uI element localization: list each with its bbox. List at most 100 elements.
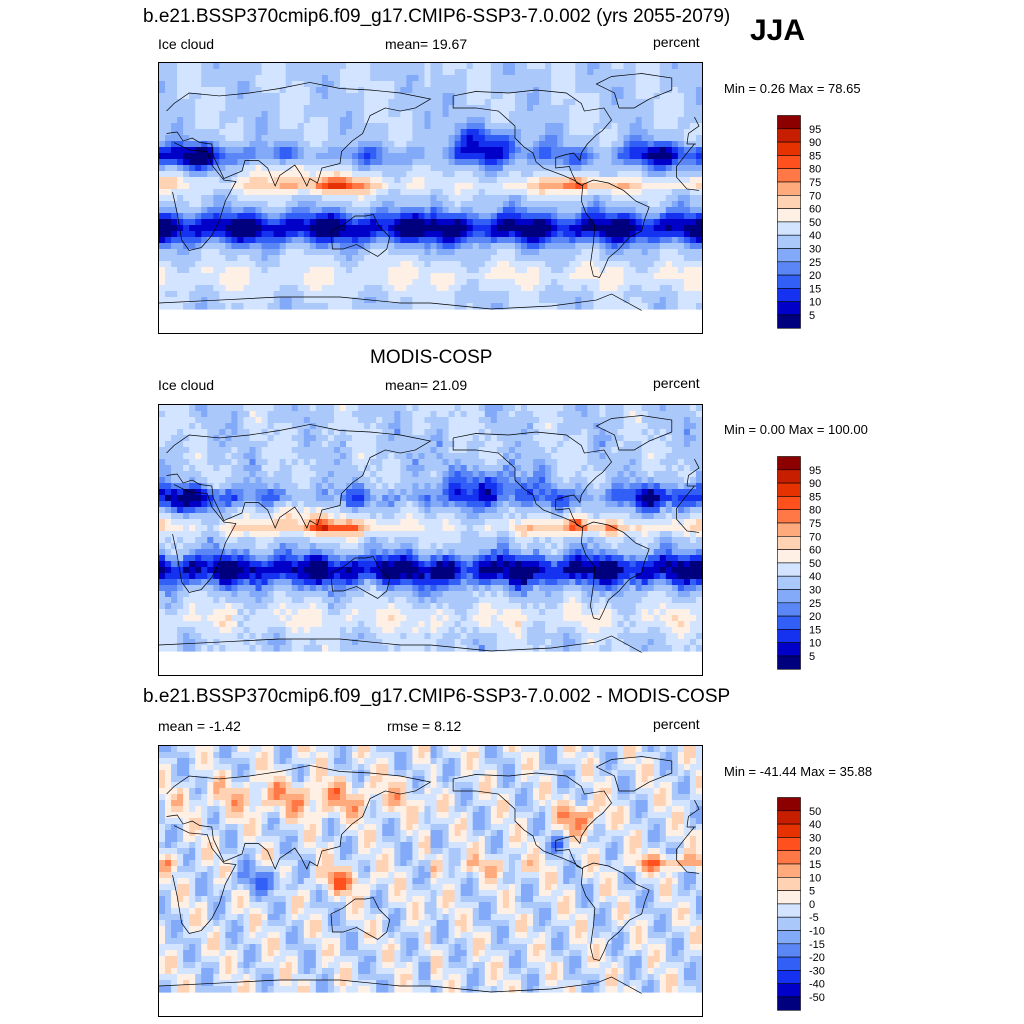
colorbar-2-box-12 — [777, 496, 801, 511]
colorbar-1-box-1 — [777, 301, 801, 316]
colorbar-1-label-10: 75 — [809, 177, 821, 189]
colorbar-3-label-0: -50 — [809, 992, 825, 1004]
colorbar-3-label-8: 5 — [809, 886, 815, 898]
colorbar-1-label-12: 85 — [809, 150, 821, 162]
season-label: JJA — [750, 14, 806, 47]
colorbar-2-label-6: 40 — [809, 571, 821, 583]
colorbar-3-box-10 — [777, 863, 801, 878]
colorbar-2-label-3: 20 — [809, 611, 821, 623]
colorbar-2-label-9: 70 — [809, 531, 821, 543]
colorbar-1-label-4: 25 — [809, 257, 821, 269]
map-1-coast-2 — [676, 166, 700, 191]
panel-2-units-label: percent — [653, 375, 700, 391]
panel-2-mean-label: mean= 21.09 — [385, 377, 468, 393]
colorbar-3-label-13: 40 — [809, 819, 821, 831]
colorbar-1-label-1: 10 — [809, 297, 821, 309]
colorbar-2-box-5 — [777, 589, 801, 604]
map-3-coast-1 — [580, 862, 650, 961]
panel-1-colorbar: 95 90 85 80 75 70 60 50 40 30 25 20 15 10 5 — [777, 115, 847, 330]
panel-3-minmax: Min = -41.44 Max = 35.88 — [724, 764, 873, 779]
map-3-coast-2 — [172, 825, 237, 934]
colorbar-1-box-15 — [777, 115, 801, 130]
colorbar-3-label-1: -40 — [809, 979, 825, 991]
map-2-field — [159, 405, 702, 652]
colorbar-3-label-9: 10 — [809, 872, 821, 884]
colorbar-3-box-0 — [777, 996, 801, 1011]
colorbar-1-box-7 — [777, 221, 801, 236]
colorbar-2-label-5: 30 — [809, 585, 821, 597]
map-3-field — [159, 746, 702, 993]
map-1-coast-2 — [172, 142, 237, 251]
map-1-field — [159, 63, 702, 310]
map-1-coastlines — [159, 73, 700, 311]
map-2-coast-2 — [676, 508, 700, 533]
map-1-coast-0 — [452, 89, 612, 187]
map-1-coast-1 — [580, 179, 650, 278]
colorbar-3-box-2 — [777, 970, 801, 984]
colorbar-1-box-3 — [777, 274, 801, 289]
colorbar-1-box-2 — [777, 288, 801, 302]
colorbar-1-label-5: 30 — [809, 244, 821, 256]
colorbar-3-box-11 — [777, 850, 801, 865]
colorbar-2-box-13 — [777, 482, 801, 497]
colorbar-2-box-7 — [777, 562, 801, 577]
colorbar-1-box-14 — [777, 128, 801, 143]
colorbar-3-box-1 — [777, 983, 801, 998]
map-2-coast-1 — [580, 521, 650, 620]
map-3-svg — [159, 746, 702, 994]
map-3-coast-6 — [159, 979, 431, 987]
map-1-coast-6 — [430, 293, 642, 311]
colorbar-1-box-11 — [777, 168, 801, 183]
colorbar-3-box-15 — [777, 797, 801, 812]
colorbar-2-box-2 — [777, 629, 801, 643]
colorbar-2-box-8 — [777, 549, 801, 564]
panel-1-map — [158, 62, 703, 334]
colorbar-3-label-10: 15 — [809, 859, 821, 871]
map-2-coast-4 — [330, 556, 391, 599]
colorbar-3-label-4: -15 — [809, 939, 825, 951]
colorbar-3-label-3: -20 — [809, 952, 825, 964]
colorbar-2-box-1 — [777, 642, 801, 657]
map-1-coast-6 — [159, 296, 431, 304]
map-3-coast-2 — [676, 826, 695, 850]
colorbar-3-box-8 — [777, 890, 801, 905]
colorbar-2-box-0 — [777, 655, 801, 670]
colorbar-2-label-13: 90 — [809, 478, 821, 490]
colorbar-3-box-12 — [777, 837, 801, 852]
colorbar-2-box-4 — [777, 602, 801, 617]
colorbar-2-label-7: 50 — [809, 558, 821, 570]
colorbar-1-label-0: 5 — [809, 310, 815, 322]
colorbar-3-box-5 — [777, 930, 801, 945]
map-3-coast-6 — [430, 976, 642, 994]
map-2-coast-3 — [166, 424, 432, 529]
panel-2-map — [158, 404, 703, 676]
colorbar-3-box-6 — [777, 916, 801, 931]
colorbar-2-box-15 — [777, 456, 801, 471]
colorbar-2-box-14 — [777, 469, 801, 484]
colorbar-3-box-9 — [777, 877, 801, 891]
map-1-coast-3 — [166, 82, 432, 187]
panel-2-title: MODIS-COSP — [370, 347, 493, 368]
colorbar-1-box-6 — [777, 234, 801, 249]
colorbar-3-label-14: 50 — [809, 806, 821, 818]
colorbar-1-label-2: 15 — [809, 283, 821, 295]
colorbar-1-box-9 — [777, 195, 801, 209]
map-2-coast-2 — [676, 485, 695, 509]
map-3-coast-5 — [595, 756, 673, 792]
panel-3-title: b.e21.BSSP370cmip6.f09_g17.CMIP6-SSP3-7.… — [143, 686, 731, 707]
colorbar-1-label-3: 20 — [809, 270, 821, 282]
colorbar-2-label-4: 25 — [809, 598, 821, 610]
panel-1-units-label: percent — [653, 34, 700, 50]
colorbar-2-label-14: 95 — [809, 465, 821, 477]
colorbar-3-label-2: -30 — [809, 965, 825, 977]
panel-1-variable-label: Ice cloud — [158, 36, 215, 52]
map-2-coast-2 — [172, 484, 237, 593]
panel-1-title: b.e21.BSSP370cmip6.f09_g17.CMIP6-SSP3-7.… — [143, 6, 731, 27]
colorbar-3-box-3 — [777, 956, 801, 971]
map-2-coast-5 — [595, 415, 673, 451]
map-2-coast-3 — [686, 458, 700, 487]
colorbar-3-box-7 — [777, 903, 801, 918]
colorbar-3-label-11: 20 — [809, 846, 821, 858]
